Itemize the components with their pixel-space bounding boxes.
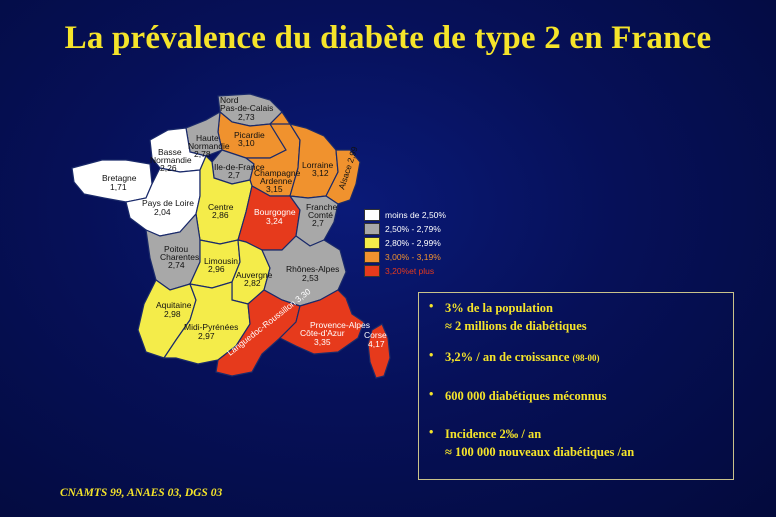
fact-item: • 600 000 diabétiques méconnus: [429, 387, 723, 405]
legend-swatch-red: [364, 265, 380, 277]
label-cote-dazur: Côte-d'Azur: [300, 328, 345, 338]
legend-label: 2,50% - 2,79%: [385, 224, 441, 234]
label-normandie-b: Normandie: [150, 155, 192, 165]
fact-population: 3% de la population: [445, 301, 554, 315]
fact-item: • 3% de la population ≈ 2 millions de di…: [429, 299, 723, 335]
value-bourgogne: 3,24: [266, 216, 283, 226]
bullet: •: [429, 387, 434, 401]
label-haute: Haute: [196, 133, 219, 143]
value-haute-normandie: 2,78: [194, 149, 211, 159]
value-pays-de-loire: 2,04: [154, 207, 171, 217]
value-paca: 3,35: [314, 337, 331, 347]
region-corse: [367, 323, 391, 379]
label-ile-de-france: Ile-de-France: [214, 162, 265, 172]
label-auvergne: Auvergne: [236, 270, 273, 280]
legend-item: 2,50% - 2,79%: [364, 222, 446, 236]
legend-label: 3,00% - 3,19%: [385, 252, 441, 262]
label-limousin: Limousin: [204, 256, 238, 266]
page-title: La prévalence du diabète de type 2 en Fr…: [64, 20, 712, 56]
label-bretagne: Bretagne: [102, 173, 137, 183]
value-centre: 2,86: [212, 210, 229, 220]
label-rhones-alpes: Rhônes-Alpes: [286, 264, 339, 274]
label-aquitaine: Aquitaine: [156, 300, 192, 310]
value-franche-comte: 2,7: [312, 218, 324, 228]
bullet: •: [429, 299, 434, 313]
legend-label: 2,80% - 2,99%: [385, 238, 441, 248]
source-citation: CNAMTS 99, ANAES 03, DGS 03: [60, 487, 223, 499]
legend-swatch-gray: [364, 223, 380, 235]
fact-incidence: Incidence 2‰ / an: [445, 427, 542, 441]
label-pays-de-loire: Pays de Loire: [142, 198, 194, 208]
value-alsace: 2,99: [345, 145, 360, 164]
value-ile-de-france: 2,7: [228, 170, 240, 180]
label-basse: Basse: [158, 147, 182, 157]
label-franche: Franche: [306, 202, 337, 212]
value-lorraine: 3,12: [312, 168, 329, 178]
label-lorraine: Lorraine: [302, 160, 333, 170]
region-alsace: [325, 149, 361, 205]
fact-growth: 3,2% / an de croissance: [445, 350, 570, 364]
label-champagne: Champagne: [254, 168, 301, 178]
fact-diabetics-count: ≈ 2 millions de diabétiques: [445, 319, 587, 333]
label-midi-pyrenees: Midi-Pyrénées: [184, 322, 238, 332]
value-aquitaine: 2,98: [164, 309, 181, 319]
legend-item: moins de 2,50%: [364, 208, 446, 222]
value-rhones-alpes: 2,53: [302, 273, 319, 283]
label-poitou: Poitou: [164, 244, 188, 254]
value-champagne-ardenne: 3,15: [266, 184, 283, 194]
label-ardenne: Ardenne: [260, 176, 292, 186]
legend-item: 3,00% - 3,19%: [364, 250, 446, 264]
fact-new-diabetics: ≈ 100 000 nouveaux diabétiques /an: [445, 445, 635, 459]
label-nord: Nord: [220, 95, 239, 105]
value-corse: 4,17: [368, 339, 385, 349]
label-charentes: Charentes: [160, 252, 199, 262]
region-languedoc-roussillon: [215, 289, 301, 377]
value-bretagne: 1,71: [110, 182, 127, 192]
label-centre: Centre: [208, 202, 234, 212]
fact-undiagnosed: 600 000 diabétiques méconnus: [445, 389, 607, 403]
value-nord-pas-de-calais: 2,73: [238, 112, 255, 122]
legend-label: moins de 2,50%: [385, 210, 446, 220]
value-auvergne: 2,82: [244, 278, 261, 288]
label-pas-de-calais: Pas-de-Calais: [220, 103, 273, 113]
label-bourgogne: Bourgogne: [254, 207, 296, 217]
label-provence-alpes: Provence-Alpes: [310, 320, 370, 330]
fact-growth-period: (98-00): [572, 353, 600, 363]
map-legend: moins de 2,50% 2,50% - 2,79% 2,80% - 2,9…: [364, 208, 446, 278]
label-corse: Corse: [364, 330, 387, 340]
legend-label: 3,20%et plus: [385, 266, 435, 276]
legend-item: 3,20%et plus: [364, 264, 446, 278]
value-poitou-charentes: 2,74: [168, 260, 185, 270]
label-normandie-h: Normandie: [188, 141, 230, 151]
value-basse-normandie: 2,26: [160, 163, 177, 173]
value-limousin: 2,96: [208, 264, 225, 274]
label-picardie: Picardie: [234, 130, 265, 140]
region-franche-comte: [288, 195, 339, 247]
region-provence-alpes-cote-dazur: [278, 289, 365, 355]
fact-item: • 3,2% / an de croissance (98-00): [429, 348, 723, 367]
fact-item: • Incidence 2‰ / an ≈ 100 000 nouveaux d…: [429, 425, 723, 461]
legend-swatch-white: [364, 209, 380, 221]
bullet: •: [429, 425, 434, 439]
legend-swatch-yellow: [364, 237, 380, 249]
value-picardie: 3,10: [238, 138, 255, 148]
legend-swatch-orange: [364, 251, 380, 263]
label-comte: Comté: [308, 210, 333, 220]
key-facts-box: • 3% de la population ≈ 2 millions de di…: [418, 292, 734, 480]
legend-item: 2,80% - 2,99%: [364, 236, 446, 250]
bullet: •: [429, 348, 434, 362]
value-midi-pyrenees: 2,97: [198, 331, 215, 341]
